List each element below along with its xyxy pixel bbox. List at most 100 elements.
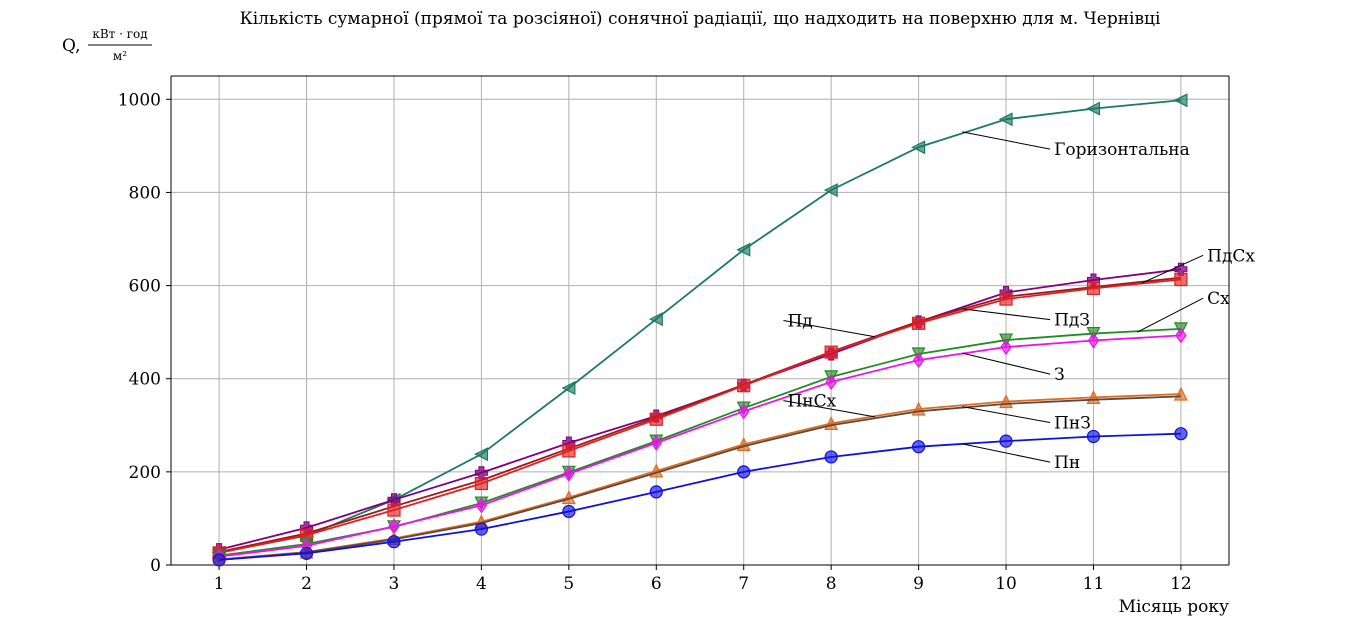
x-tick-label-2: 2 [301, 574, 312, 594]
y-tick-label-3: 600 [129, 277, 161, 297]
series-9-point-10 [999, 434, 1013, 448]
annotation-label-8: ПнЗ [1054, 414, 1091, 434]
series-6-point-11 [1087, 332, 1100, 349]
series-6-point-6 [650, 434, 663, 452]
annotation-label-4: Пд [787, 312, 812, 332]
x-tick-label-9: 9 [913, 574, 924, 594]
x-tick-label-7: 7 [738, 574, 749, 594]
annotation-leader-2 [1141, 254, 1204, 284]
series-1-point-7 [736, 242, 751, 257]
annotation-leader-7 [783, 400, 875, 418]
x-tick-label-12: 12 [1170, 574, 1192, 594]
series-line-1 [218, 99, 1181, 554]
series-4-point-9 [911, 316, 926, 330]
series-5 [212, 322, 1188, 564]
annotation-label-7: ПнСх [787, 392, 836, 412]
series-9-point-8 [824, 450, 838, 464]
series-9-point-12 [1174, 427, 1188, 441]
annotations-layer: Горизонтальна ПдСх Сх Пд ПдЗ З ПнСх ПнЗ Пн [783, 131, 1255, 473]
series-layer [211, 93, 1188, 567]
annotation-leader-9 [962, 443, 1051, 463]
series-9-point-1 [212, 553, 226, 567]
series-6-point-8 [825, 373, 837, 391]
series-9-point-3 [387, 535, 401, 549]
series-4-point-8 [824, 345, 838, 359]
series-4 [212, 272, 1188, 560]
series-4-point-10 [999, 292, 1013, 306]
annotation-label-3: Сх [1207, 289, 1230, 309]
series-1-point-11 [1086, 101, 1101, 116]
series-1-point-6 [648, 312, 663, 327]
series-6-point-12 [1175, 327, 1187, 344]
series-9-point-6 [649, 485, 663, 499]
x-tick-label-4: 4 [476, 574, 487, 594]
x-tick-label-10: 10 [995, 574, 1017, 594]
y-tick-label-5: 1000 [118, 90, 161, 110]
series-4-point-7 [737, 379, 751, 393]
series-9-point-7 [737, 465, 751, 479]
series-line-5 [218, 327, 1181, 557]
series-6-point-5 [563, 465, 575, 482]
x-tick-label-8: 8 [826, 574, 837, 594]
annotation-label-5: ПдЗ [1054, 311, 1090, 331]
series-1-point-5 [561, 381, 576, 395]
annotation-label-2: ПдСх [1207, 246, 1255, 266]
annotation-label-6: З [1054, 365, 1065, 385]
series-1-point-12 [1173, 93, 1188, 108]
series-1-point-9 [911, 140, 926, 155]
x-tick-label-5: 5 [563, 574, 574, 594]
annotation-leader-3 [1136, 297, 1204, 333]
series-line-6 [218, 334, 1181, 558]
series-line-3 [218, 276, 1182, 553]
series-1-point-4 [474, 447, 489, 462]
annotation-leader-8 [962, 406, 1051, 424]
y-tick-label-1: 200 [129, 463, 161, 483]
series-9-point-9 [911, 440, 926, 454]
series-line-8 [219, 395, 1181, 561]
series-1-point-8 [823, 183, 838, 198]
series-6 [213, 327, 1187, 565]
series-4-point-3 [387, 503, 401, 517]
y-axis-label-unit-numerator: кВт · год [92, 27, 147, 41]
series-6-point-7 [737, 403, 750, 420]
series-line-2 [218, 268, 1182, 551]
axes [166, 75, 1230, 570]
series-8 [219, 395, 1181, 561]
y-tick-label-0: 0 [150, 556, 161, 576]
y-axis-label-unit-denominator: м² [113, 49, 127, 63]
series-4-point-12 [1174, 272, 1188, 287]
series-2 [212, 262, 1188, 557]
series-line-9 [219, 432, 1181, 561]
series-6-point-9 [912, 352, 925, 369]
series-4-point-11 [1086, 281, 1101, 295]
annotation-label-1: Горизонтальна [1054, 140, 1190, 160]
y-axis-label: Q, кВт · год м² [62, 27, 152, 63]
annotation-leader-1 [962, 131, 1051, 150]
series-7 [212, 386, 1188, 567]
series-9-point-4 [474, 522, 489, 536]
annotation-leader-5 [962, 308, 1051, 321]
series-4-point-6 [649, 412, 663, 426]
annotation-leader-4 [783, 320, 875, 338]
y-axis-label-symbol: Q, [62, 36, 81, 56]
series-line-4 [218, 278, 1181, 554]
y-tick-label-4: 800 [129, 183, 161, 203]
series-9-point-11 [1086, 429, 1101, 444]
series-1-point-10 [998, 112, 1013, 127]
x-tick-label-11: 11 [1083, 574, 1105, 594]
annotation-label-9: Пн [1054, 453, 1080, 473]
series-4-point-4 [474, 476, 489, 491]
chart-title: Кількість сумарної (прямої та розсіяної)… [240, 9, 1161, 29]
series-6-point-10 [1000, 339, 1012, 356]
x-axis-label: Місяць року [1119, 597, 1229, 617]
series-9-point-2 [299, 546, 314, 560]
series-6-point-4 [475, 497, 488, 514]
series-3 [218, 276, 1182, 553]
annotation-leader-6 [962, 352, 1051, 375]
series-line-7 [219, 393, 1181, 561]
x-tick-label-1: 1 [214, 574, 225, 594]
series-4-point-5 [562, 444, 576, 458]
series-9-point-5 [562, 504, 576, 519]
